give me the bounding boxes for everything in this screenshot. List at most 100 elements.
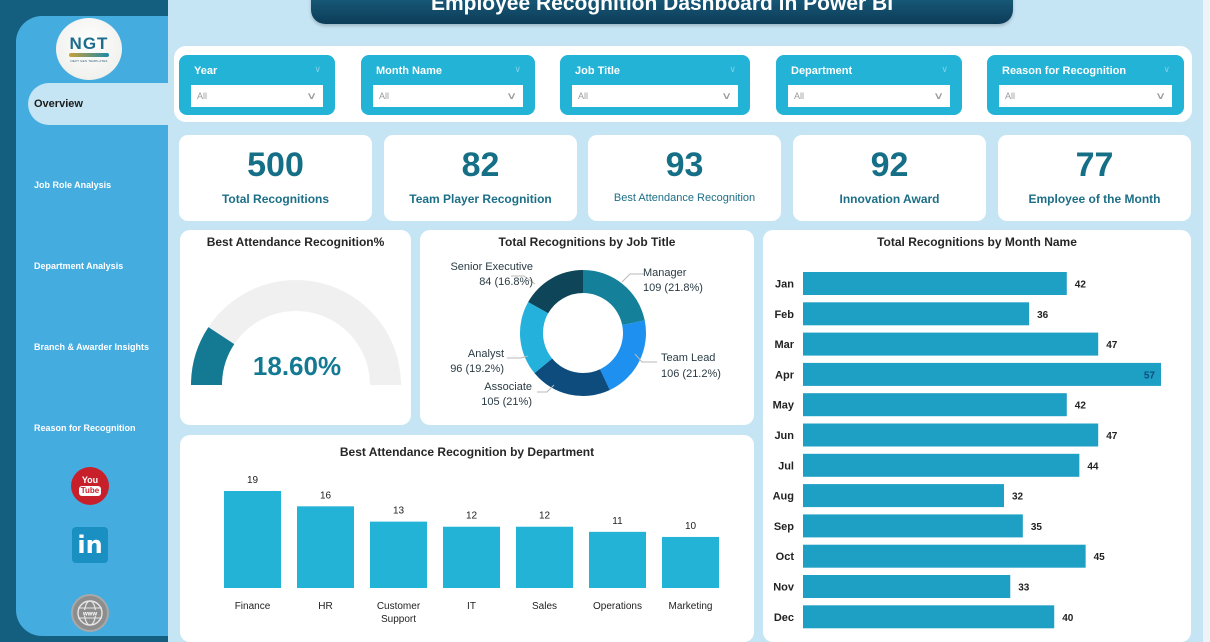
- donut-title: Total Recognitions by Job Title: [498, 235, 676, 249]
- sidebar-item-reason-for-recognition[interactable]: Reason for Recognition: [34, 423, 136, 433]
- month-bar[interactable]: [803, 302, 1030, 326]
- bar-value-label: 35: [1031, 522, 1043, 533]
- category-tick-label: Sales: [532, 601, 557, 612]
- bar-value-label: 16: [320, 490, 332, 501]
- department-bar[interactable]: [297, 506, 354, 588]
- slicer-label: Job Title: [575, 65, 621, 77]
- leader-line: [537, 384, 555, 393]
- slicer-collapse-icon[interactable]: ∨: [314, 64, 321, 74]
- gauge-fill: [191, 327, 235, 385]
- slicer-label: Department: [791, 65, 853, 77]
- department-bar[interactable]: [443, 526, 500, 588]
- department-bar[interactable]: [370, 521, 427, 588]
- logo-subtext: NEXT GEN TEMPLATES: [70, 59, 108, 63]
- slicer-collapse-icon[interactable]: ∨: [729, 64, 736, 74]
- category-tick-label: Finance: [235, 601, 271, 612]
- donut-slice-senior-executive[interactable]: [528, 270, 583, 314]
- leader-line: [507, 355, 529, 359]
- youtube-icon[interactable]: You Tube: [71, 467, 109, 505]
- company-logo: NGT NEXT GEN TEMPLATES: [56, 18, 122, 80]
- page-title-text: Employee Recognition Dashboard in Power …: [430, 0, 894, 15]
- month-bar[interactable]: [803, 605, 1055, 629]
- department-dropdown[interactable]: All ∨: [788, 85, 950, 107]
- department-chart-title: Best Attendance Recognition by Departmen…: [339, 445, 595, 459]
- month-bar[interactable]: [803, 393, 1067, 417]
- slicer-value: All: [1005, 91, 1016, 101]
- month-name-dropdown[interactable]: All ∨: [373, 85, 523, 107]
- month-bar[interactable]: [803, 514, 1023, 538]
- category-tick-label: Operations: [593, 601, 642, 612]
- bar-value-label: 13: [393, 506, 405, 517]
- month-name-slicer: Month Name ∨ All ∨: [361, 55, 535, 115]
- kpi-value: 93: [665, 146, 704, 184]
- month-bar[interactable]: [803, 332, 1099, 356]
- slicer-label: Reason for Recognition: [1002, 65, 1127, 77]
- kpi-label: Best Attendance Recognition: [613, 192, 756, 204]
- gauge-chart[interactable]: 18.60%: [180, 230, 411, 425]
- bar-value-label: 11: [612, 516, 623, 527]
- department-bar-card: Best Attendance Recognition by Departmen…: [180, 435, 754, 642]
- slicer-collapse-icon[interactable]: ∨: [514, 64, 521, 74]
- month-bar[interactable]: [803, 453, 1080, 477]
- department-bar[interactable]: [224, 491, 281, 588]
- month-bar-chart[interactable]: Jan 42 Feb 36 Mar 47 Apr 57 May 42 Jun 47 Jul 44 Aug 32…: [763, 230, 1191, 642]
- month-bar[interactable]: [803, 362, 1161, 386]
- chevron-down-icon: ∨: [932, 90, 944, 102]
- department-bar[interactable]: [662, 536, 719, 588]
- donut-slice-associate[interactable]: [534, 358, 610, 396]
- bar-value-label: 44: [1087, 461, 1099, 472]
- sidebar-item-job-role-analysis[interactable]: Job Role Analysis: [34, 180, 112, 190]
- category-tick-label: IT: [467, 601, 476, 612]
- bar-value-label: 36: [1037, 310, 1049, 321]
- donut-slice-manager[interactable]: [583, 270, 645, 326]
- slicer-collapse-icon[interactable]: ∨: [941, 64, 948, 74]
- gauge-title: Best Attendance Recognition%: [206, 235, 385, 249]
- chevron-down-icon: ∨: [305, 90, 317, 102]
- month-chart-title: Total Recognitions by Month Name: [877, 235, 1077, 249]
- donut-chart[interactable]: Senior Executive 84 (16.8%) Manager 109 …: [420, 230, 754, 425]
- donut-value: 109 (21.8%): [643, 282, 703, 294]
- category-tick-label: Customer: [377, 601, 421, 612]
- month-bar[interactable]: [803, 484, 1004, 508]
- sidebar-item-branch-awarder-insights[interactable]: Branch & Awarder Insights: [34, 342, 150, 352]
- month-tick-label: Nov: [773, 582, 795, 594]
- job-title-dropdown[interactable]: All ∨: [572, 85, 738, 107]
- month-bar[interactable]: [803, 544, 1086, 568]
- globe-icon[interactable]: www: [71, 594, 109, 632]
- department-bar-chart[interactable]: 19 Finance 16 HR 13 Customer Support 12 IT 12 Sale…: [180, 435, 754, 642]
- kpi-label: Team Player Recognition: [409, 192, 552, 206]
- donut-value: 84 (16.8%): [479, 276, 533, 288]
- chevron-down-icon: ∨: [720, 90, 732, 102]
- donut-slice-team-lead[interactable]: [600, 320, 646, 391]
- bar-value-label: 42: [1075, 401, 1087, 412]
- filters-panel: Year ∨ All ∨ Month Name ∨ All ∨ Job Titl…: [174, 46, 1192, 122]
- month-tick-label: Mar: [774, 339, 794, 351]
- reason-dropdown[interactable]: All ∨: [999, 85, 1172, 107]
- slicer-label: Month Name: [376, 65, 442, 77]
- leader-line: [511, 275, 536, 285]
- slicer-collapse-icon[interactable]: ∨: [1163, 64, 1170, 74]
- sidebar-item-overview[interactable]: Overview: [28, 83, 178, 125]
- month-tick-label: Dec: [774, 612, 794, 624]
- kpi-value: 82: [461, 146, 500, 184]
- month-bar[interactable]: [803, 272, 1067, 295]
- kpi-best-attendance: 93 Best Attendance Recognition: [588, 135, 781, 221]
- linkedin-text: in: [77, 531, 103, 559]
- slicer-label: Year: [194, 65, 218, 77]
- month-bar[interactable]: [803, 575, 1011, 598]
- department-bar[interactable]: [589, 531, 646, 588]
- year-dropdown[interactable]: All ∨: [191, 85, 323, 107]
- department-slicer: Department ∨ All ∨: [776, 55, 962, 115]
- month-bar[interactable]: [803, 423, 1099, 447]
- donut-slice-analyst[interactable]: [520, 301, 553, 374]
- category-tick-label: Support: [381, 614, 416, 625]
- slicer-value: All: [794, 91, 805, 101]
- sidebar-item-department-analysis[interactable]: Department Analysis: [34, 261, 124, 271]
- job-title-slicer: Job Title ∨ All ∨: [560, 55, 750, 115]
- linkedin-icon[interactable]: in: [72, 527, 108, 563]
- kpi-team-player: 82 Team Player Recognition: [384, 135, 577, 221]
- donut-label: Associate: [484, 381, 532, 393]
- scrollbar-track[interactable]: [1203, 0, 1210, 642]
- department-bar[interactable]: [516, 526, 573, 588]
- bar-value-label: 33: [1018, 583, 1030, 594]
